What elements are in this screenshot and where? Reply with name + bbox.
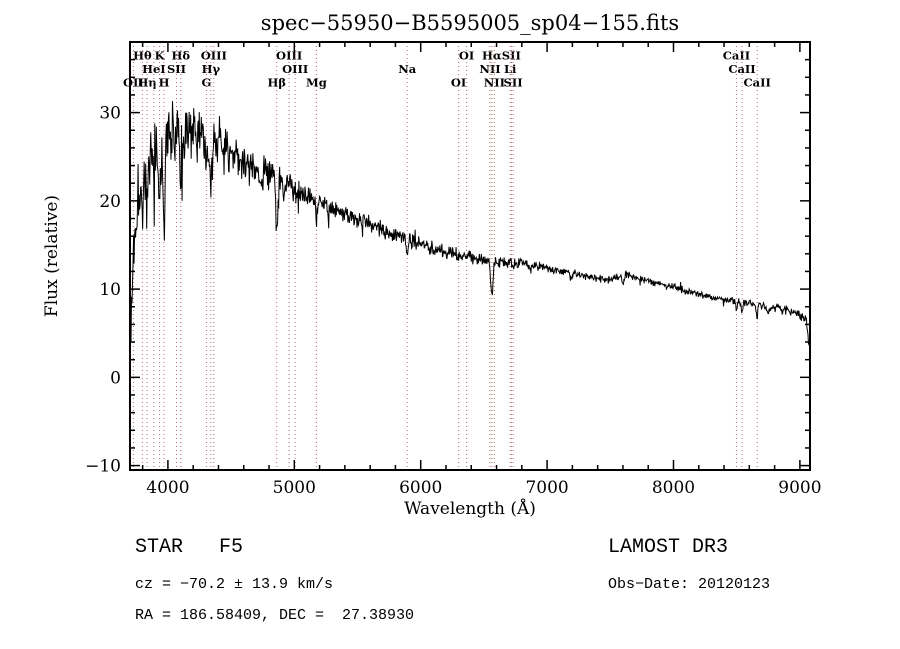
spectral-line-label: Na bbox=[398, 62, 417, 76]
obs-date: Obs−Date: 20120123 bbox=[608, 576, 771, 593]
spectral-line-label: OI bbox=[451, 76, 466, 90]
y-tick-label: −10 bbox=[85, 457, 121, 477]
spectrum-plot: spec−55950−B5595005_sp04−155.fits Wavele… bbox=[42, 11, 822, 519]
spectral-line-markers: OIIHθHηHeIKHSIIHδGHγOIIIHβOIIIOIIIMgNaOI… bbox=[123, 42, 771, 470]
spectrum-trace bbox=[130, 100, 810, 354]
spectral-line-label: Mg bbox=[306, 76, 327, 90]
spectral-line-label: Hα bbox=[482, 49, 502, 63]
ra-dec: RA = 186.58409, DEC = 27.38930 bbox=[135, 607, 415, 624]
y-tick-label: 20 bbox=[99, 192, 121, 212]
survey-release: LAMOST DR3 bbox=[608, 536, 729, 559]
object-classification: STAR F5 bbox=[135, 536, 244, 559]
spectral-line-label: Hθ bbox=[133, 49, 152, 63]
spectral-line-label: SII bbox=[167, 62, 186, 76]
x-tick-label: 4000 bbox=[146, 478, 189, 498]
x-tick-label: 7000 bbox=[525, 478, 568, 498]
x-tick-label: 9000 bbox=[778, 478, 821, 498]
spectral-line-label: Hη bbox=[137, 76, 156, 90]
x-tick-label: 5000 bbox=[273, 478, 316, 498]
spectral-line-label: OI bbox=[459, 49, 474, 63]
spectral-line-label: NII bbox=[479, 62, 500, 76]
plot-frame bbox=[129, 41, 811, 471]
x-tick-label: 8000 bbox=[652, 478, 695, 498]
spectral-line-label: OIII bbox=[282, 62, 308, 76]
axis-ticks bbox=[130, 41, 810, 470]
spectral-line-label: G bbox=[202, 76, 212, 90]
spectral-line-label: Li bbox=[504, 62, 517, 76]
spectral-line-label: Hδ bbox=[172, 49, 191, 63]
x-axis-label: Wavelength (Å) bbox=[404, 498, 536, 519]
spectral-line-label: OII bbox=[123, 76, 144, 90]
y-tick-label: 10 bbox=[99, 280, 121, 300]
spectral-line-label: CaII bbox=[728, 62, 755, 76]
spectral-line-label: CaII bbox=[723, 49, 750, 63]
spectral-line-label: H bbox=[159, 76, 170, 90]
plot-title: spec−55950−B5595005_sp04−155.fits bbox=[261, 11, 679, 35]
spectral-line-label: OIII bbox=[201, 49, 227, 63]
spectral-line-label: Hγ bbox=[202, 62, 221, 76]
y-tick-label: 30 bbox=[99, 104, 121, 124]
y-tick-label: 0 bbox=[110, 368, 121, 388]
spectral-line-label: CaII bbox=[743, 76, 770, 90]
spectral-line-label: OIII bbox=[276, 49, 302, 63]
spectral-line-label: K bbox=[155, 49, 166, 63]
spectral-line-label: SII bbox=[502, 49, 521, 63]
spectral-line-label: HeI bbox=[142, 62, 166, 76]
spectral-line-label: SII bbox=[504, 76, 523, 90]
x-tick-label: 6000 bbox=[399, 478, 442, 498]
plot-content: OIIHθHηHeIKHSIIHδGHγOIIIHβOIIIOIIIMgNaOI… bbox=[85, 41, 822, 498]
y-axis-label: Flux (relative) bbox=[42, 195, 62, 317]
spectral-line-label: NII bbox=[484, 76, 505, 90]
cz-value: cz = −70.2 ± 13.9 km/s bbox=[135, 576, 334, 593]
spectral-line-label: Hβ bbox=[267, 76, 286, 90]
